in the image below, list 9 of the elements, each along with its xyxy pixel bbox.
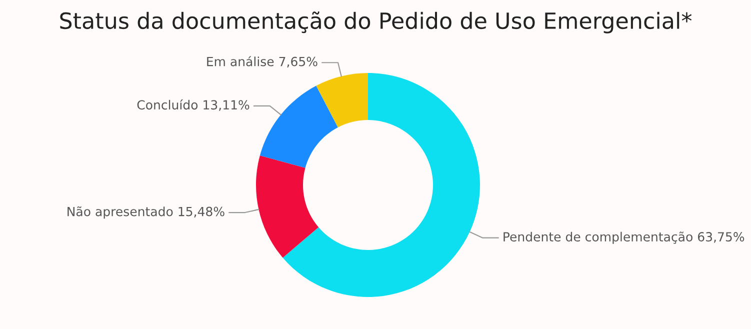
donut-slice bbox=[260, 86, 338, 168]
donut-slice bbox=[282, 73, 480, 297]
slice-label: Concluído 13,11% bbox=[137, 99, 250, 111]
slice-label: Não apresentado 15,48% bbox=[68, 206, 224, 219]
donut-slice bbox=[316, 73, 368, 128]
slice-label: Em análise 7,65% bbox=[207, 56, 318, 68]
slice-label: Pendente de complementação 63,75% bbox=[504, 232, 744, 244]
donut-slice bbox=[256, 156, 319, 258]
chart-title: Status da documentação do Pedido de Uso Emergencial* bbox=[60, 12, 692, 34]
